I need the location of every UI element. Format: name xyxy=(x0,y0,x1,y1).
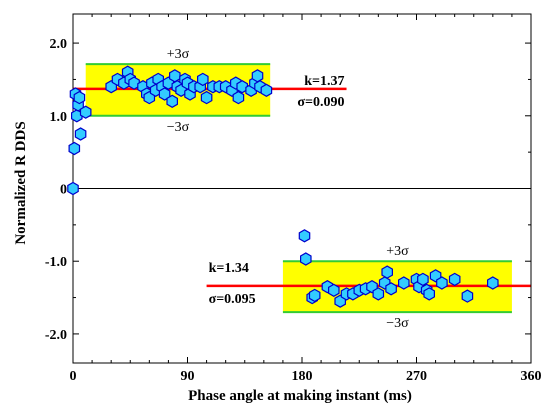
y-tick-label: 2.0 xyxy=(50,37,68,52)
data-point-group-1 xyxy=(236,80,248,94)
data-point-group-2 xyxy=(417,272,429,287)
data-point-group-1 xyxy=(197,72,209,87)
y-tick-label: 0 xyxy=(60,183,67,198)
data-point-group-2 xyxy=(398,276,410,290)
data-point-group-1 xyxy=(251,69,264,83)
y-tick-label: -1.0 xyxy=(45,255,67,270)
data-point-group-1 xyxy=(128,76,140,90)
data-point-group-1 xyxy=(68,141,81,156)
data-point-group-2 xyxy=(300,252,312,266)
data-point-group-1 xyxy=(166,94,178,108)
k-label-2: k=1.34 xyxy=(209,261,249,276)
data-point-group-2 xyxy=(487,276,499,290)
data-point-group-1 xyxy=(158,87,171,101)
data-point-group-1 xyxy=(67,181,79,196)
data-point-group-2 xyxy=(308,288,321,303)
data-point-group-1 xyxy=(73,90,86,105)
data-point-group-2 xyxy=(381,265,393,279)
x-tick-label: 270 xyxy=(406,369,427,384)
data-point-group-1 xyxy=(169,69,181,83)
data-point-group-2 xyxy=(372,287,385,301)
k-label-1: k=1.37 xyxy=(304,74,344,89)
y-tick-label: -2.0 xyxy=(45,328,67,343)
minus-3-sigma-label-1: −3σ xyxy=(167,120,190,135)
data-point-group-1 xyxy=(260,83,273,97)
data-point-group-1 xyxy=(200,90,213,105)
annotation-layer: +3σ −3σ k=1.37 σ=0.090 +3σ −3σ k=1.34 σ=0.095 xyxy=(167,47,409,331)
data-point-group-2 xyxy=(328,283,340,297)
data-point-group-2 xyxy=(436,276,448,290)
data-point-group-1 xyxy=(74,127,87,141)
x-tick-label: 0 xyxy=(70,369,77,384)
y-tick-label: 1.0 xyxy=(50,110,68,125)
axes-layer: 0 90 180 270 360 2.0 1.0 0 -1.0 -2.0 xyxy=(45,13,542,384)
x-tick-label: 360 xyxy=(521,369,542,384)
x-tick-label: 180 xyxy=(292,369,313,384)
data-point-group-2 xyxy=(385,282,397,296)
data-point-group-2 xyxy=(448,272,461,287)
plus-3-sigma-label-2: +3σ xyxy=(386,244,409,259)
x-tick-label: 90 xyxy=(181,369,195,384)
points-layer xyxy=(67,65,499,308)
y-axis-title: Normalized R DDS xyxy=(13,121,29,244)
sigma-label-2: σ=0.095 xyxy=(209,292,256,307)
data-point-group-1 xyxy=(232,90,245,105)
data-point-group-2 xyxy=(423,287,435,301)
data-point-group-1 xyxy=(79,105,92,119)
x-axis-title: Phase angle at making instant (ms) xyxy=(188,388,412,404)
sigma-label-1: σ=0.090 xyxy=(297,95,344,110)
minus-3-sigma-label-2: −3σ xyxy=(386,316,409,331)
plus-3-sigma-label-1: +3σ xyxy=(167,47,190,62)
data-point-group-2 xyxy=(298,229,311,243)
data-point-group-2 xyxy=(461,289,474,303)
